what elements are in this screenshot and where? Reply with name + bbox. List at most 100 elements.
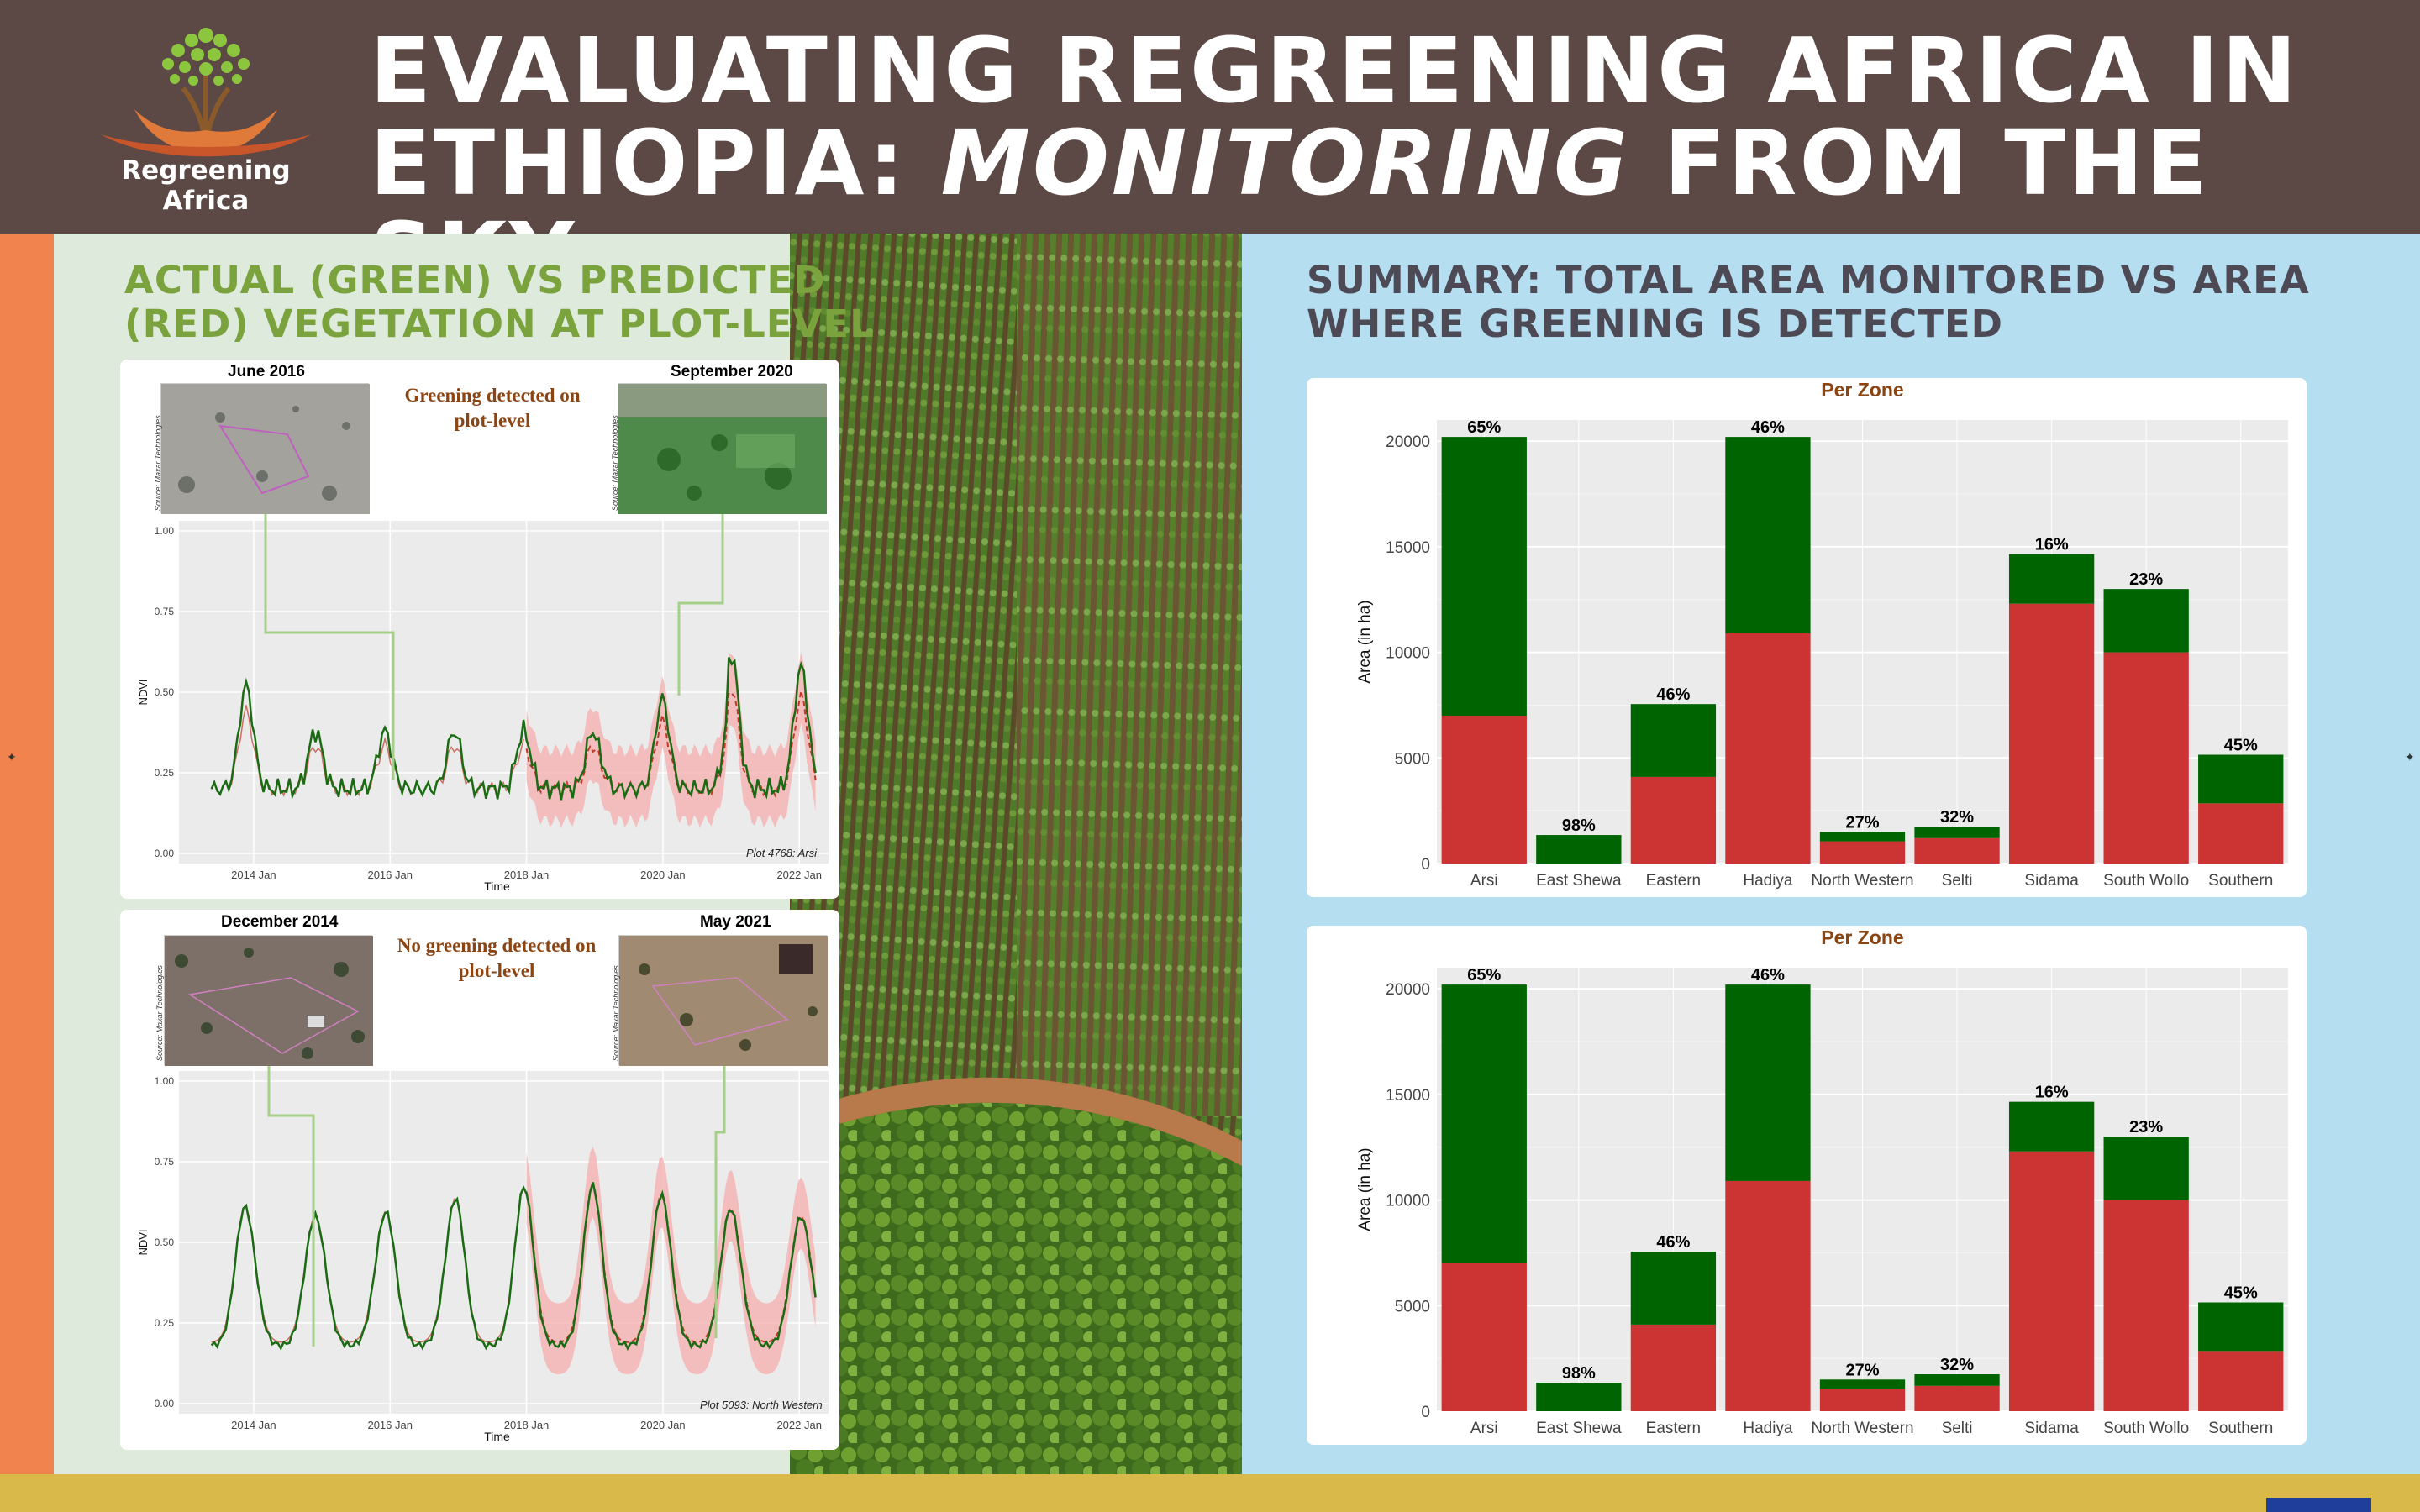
bar-label: 65% [1467, 966, 1501, 984]
x-tick-label: 2014 Jan [231, 1419, 276, 1431]
bar-label: 23% [2129, 570, 2163, 589]
title-line-1: EVALUATING REGREENING AFRICA IN [370, 19, 2300, 123]
x-tick-label: 2018 Jan [504, 869, 550, 881]
x-tick-label: Eastern [1646, 872, 1701, 890]
x-tick-label: Southern [2208, 872, 2273, 890]
left-heading-line-1: ACTUAL (GREEN) VS PREDICTED [124, 258, 826, 302]
bar-segment-monitored [1725, 437, 1811, 633]
bar-segment-monitored [1536, 835, 1622, 864]
greening-label-line-2: plot-level [454, 410, 531, 431]
y-tick-label: 0.75 [155, 606, 175, 617]
x-tick-label: South Wollo [2103, 1420, 2189, 1437]
bar-label: 46% [1656, 685, 1690, 704]
bar-segment-detected [1441, 716, 1527, 864]
y-axis-label: Area (in ha) [1356, 600, 1374, 683]
x-tick-label: Sidama [2024, 872, 2079, 890]
connector-line [714, 1066, 726, 1338]
marker-left: ✦ [7, 751, 17, 764]
bar-label: 65% [1467, 418, 1501, 437]
y-axis-label: Area (in ha) [1356, 1147, 1374, 1231]
x-tick-label: 2018 Jan [504, 1419, 550, 1431]
x-tick-label: East Shewa [1536, 872, 1622, 890]
bar-label: 45% [2224, 1284, 2258, 1303]
y-tick-label: 0.00 [155, 848, 175, 859]
right-section-heading: SUMMARY: TOTAL AREA MONITORED VS AREA WH… [1307, 259, 2310, 346]
satellite-after-illustration [618, 384, 827, 514]
y-tick-label: 0.00 [155, 1398, 175, 1410]
bar-segment-detected [1630, 776, 1717, 864]
y-tick-label: 1.00 [155, 525, 175, 537]
right-heading-line-2: WHERE GREENING IS DETECTED [1307, 302, 2003, 346]
bar-segment-monitored [2198, 754, 2284, 804]
y-tick-label: 0.25 [155, 767, 175, 779]
bar-segment-detected [2198, 1351, 2284, 1411]
x-tick-label: Arsi [1470, 1420, 1498, 1437]
bar-label: 27% [1845, 1361, 1879, 1379]
x-tick-label: 2014 Jan [231, 869, 276, 881]
bar-segment-monitored [2198, 1302, 2284, 1352]
bar-segment-detected [2103, 1200, 2189, 1411]
title-italic: MONITORING [940, 112, 1630, 216]
plot-caption: Plot 5093: North Western [700, 1399, 823, 1411]
orange-stripe [0, 234, 54, 1474]
ndvi-plot-card-2: December 2014 May 2021 Source: Maxar Tec… [120, 910, 839, 1450]
bar-segment-detected [1819, 1389, 1906, 1411]
bar-label: 45% [2224, 737, 2258, 755]
satellite-after-illustration [619, 936, 828, 1066]
bar-segment-detected [2008, 1151, 2095, 1411]
bar-segment-detected [2198, 803, 2284, 864]
no-greening-label-line-1: No greening detected on [397, 935, 597, 956]
zone-bar-chart-card-1: Per Zone 0 5000 10000 15000 20000 Area (in ha)… [1307, 378, 2307, 897]
y-tick-label: 10000 [1386, 645, 1430, 663]
satellite-before-illustration [161, 384, 370, 514]
footer-bar [0, 1474, 2420, 1512]
x-tick-label: 2022 Jan [776, 869, 822, 881]
date-before: June 2016 [228, 363, 305, 381]
satellite-image-after [618, 383, 827, 514]
bar-segment-monitored [1441, 437, 1527, 716]
connector-line [264, 514, 395, 780]
title-prefix: ETHIOPIA: [370, 112, 941, 216]
bar-segment-monitored [1725, 984, 1811, 1181]
chart-title: Per Zone [1821, 927, 1903, 948]
x-tick-label: East Shewa [1536, 1420, 1622, 1437]
bar-segment-monitored [1536, 1383, 1622, 1411]
bar-segment-detected [1914, 1385, 2000, 1411]
bar-segment-detected [1725, 1180, 1811, 1411]
y-tick-label: 15000 [1386, 539, 1430, 557]
bar-segment-monitored [1630, 704, 1717, 777]
x-tick-label: Selti [1942, 872, 1973, 890]
y-tick-label: 10000 [1386, 1193, 1430, 1210]
y-tick-label: 0 [1421, 1404, 1430, 1421]
tree-hands-icon [101, 28, 311, 157]
greening-label: Greening detected on plot-level [366, 383, 618, 433]
bar-label: 32% [1940, 1356, 1974, 1374]
bar-segment-monitored [1630, 1252, 1717, 1325]
logo-text: Regreening Africa [121, 155, 291, 216]
bar-label: 27% [1845, 813, 1879, 832]
bar-label: 46% [1751, 966, 1785, 984]
zone-bar-chart-card-2: Per Zone 0 5000 10000 15000 20000 Area (in ha)… [1307, 926, 2307, 1445]
x-tick-label: Eastern [1646, 1420, 1701, 1437]
bar-label: 98% [1562, 816, 1596, 835]
bar-label: 16% [2035, 536, 2069, 554]
x-tick-label: Selti [1942, 1420, 1973, 1437]
greening-label-line-1: Greening detected on [404, 385, 581, 406]
x-tick-label: 2016 Jan [367, 869, 413, 881]
bar-segment-detected [2103, 652, 2189, 864]
bar-segment-detected [1914, 837, 2000, 864]
x-tick-label: Southern [2208, 1420, 2273, 1437]
left-section-heading: ACTUAL (GREEN) VS PREDICTED (RED) VEGETA… [124, 259, 875, 346]
plot-caption: Plot 4768: Arsi [746, 847, 818, 859]
connector-line [267, 1066, 315, 1347]
bar-segment-detected [1725, 633, 1811, 864]
bar-segment-detected [1819, 841, 1906, 864]
x-tick-label: Hadiya [1743, 872, 1793, 890]
ndvi-plot-card-1: June 2016 September 2020 Source: Maxar T… [120, 360, 839, 899]
satellite-before-illustration [165, 936, 373, 1066]
marker-right: ✦ [2405, 751, 2415, 764]
ndvi-chart-1: 1.00 0.75 0.50 0.25 0.00 2014 Jan 2016 Jan 2018… [137, 514, 829, 893]
bar-segment-detected [1630, 1324, 1717, 1411]
no-greening-label-line-2: plot-level [458, 960, 535, 981]
x-axis-label: Time [484, 879, 510, 893]
